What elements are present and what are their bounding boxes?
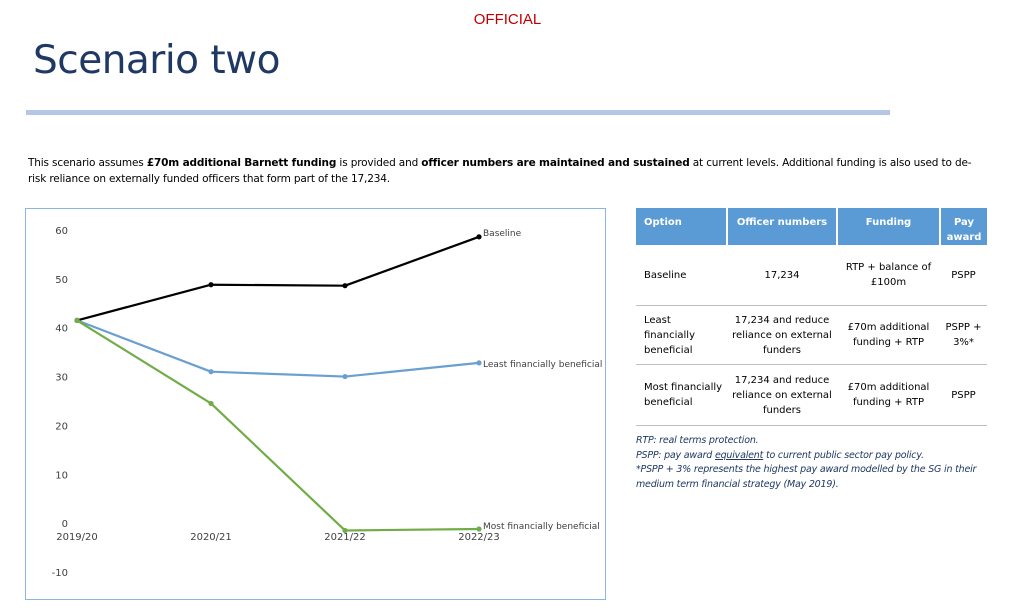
cell-option: Baseline [636,245,727,306]
x-tick-label: 2021/22 [324,532,366,543]
intro-bold-funding: £70m additional Barnett funding [146,157,337,169]
data-point [208,400,214,407]
x-tick-label: 2020/21 [190,532,232,543]
note-rtp: RTP: real terms protection. [636,435,759,446]
data-point [476,526,482,532]
y-tick-label: 20 [55,421,68,432]
options-table-container: Option Officer numbers Funding Pay award… [636,208,987,492]
x-tick-label: 2019/20 [56,532,98,543]
data-point [208,369,214,375]
cell-pay-award: PSPP [940,245,987,306]
y-tick-label: 60 [55,226,68,237]
y-tick-label: 40 [55,324,68,335]
page-title: Scenario two [33,38,281,83]
intro-text-2: is provided and [336,157,422,169]
header-funding: Funding [837,208,941,245]
intro-paragraph: This scenario assumes £70m additional Ba… [28,155,988,187]
cell-officer-numbers: 17,234 and reduce reliance on external f… [727,364,837,426]
note-pspp-plus-3: *PSPP + 3% represents the highest pay aw… [636,464,977,490]
data-point [476,360,482,366]
table-row: Baseline 17,234 RTP + balance of £100m P… [636,245,987,306]
cell-pay-award: PSPP + 3%* [940,305,987,365]
table-header-row: Option Officer numbers Funding Pay award [636,208,987,245]
header-option: Option [636,208,728,245]
data-point [342,283,348,289]
cell-officer-numbers: 17,234 and reduce reliance on external f… [727,305,837,365]
y-tick-label: 0 [62,519,68,530]
header-pay-award: Pay award [940,208,987,245]
chart-canvas: Deficit (£m)6050403020100-102019/202020/… [52,226,603,579]
intro-text-3: at current levels. Additional funding is… [28,157,972,185]
table-notes: RTP: real terms protection. PSPP: pay aw… [636,434,987,492]
y-tick-label: 50 [55,275,68,286]
series-line [76,235,480,322]
note-pspp-c: to current public sector pay policy. [763,449,924,461]
series-line [76,319,480,532]
intro-text-1: This scenario assumes [28,157,147,169]
cell-option: Least financially beneficial [636,305,727,365]
cell-funding: £70m additional funding + RTP [837,305,940,365]
series-label: Most financially beneficial [483,522,600,532]
cell-pay-award: PSPP [940,364,987,426]
data-point [74,317,80,323]
cell-funding: £70m additional funding + RTP [837,364,940,426]
title-divider [26,110,890,115]
header-officer-numbers: Officer numbers [727,208,838,245]
table-row: Least financially beneficial 17,234 and … [636,305,987,365]
classification-label: OFFICIAL [473,11,542,28]
cell-funding: RTP + balance of £100m [837,245,940,306]
series-line [76,319,480,378]
series-label: Least financially beneficial [483,360,602,370]
y-tick-label: 10 [55,470,68,481]
data-point [208,282,214,288]
y-tick-label: 30 [55,373,68,384]
series-label: Baseline [483,229,522,239]
data-point [342,373,348,380]
cell-officer-numbers: 17,234 [727,245,837,306]
table-row: Most financially beneficial 17,234 and r… [636,364,987,426]
deficit-chart: Deficit (£m)6050403020100-102019/202020/… [25,208,606,600]
note-pspp-equivalent: equivalent [714,449,764,461]
intro-bold-officers: officer numbers are maintained and susta… [421,157,690,169]
note-pspp-a: PSPP: pay award [636,449,715,461]
data-point [342,527,348,534]
note-pspp: PSPP: pay award equivalent to current pu… [636,449,987,464]
x-tick-label: 2022/23 [458,532,500,543]
options-table: Option Officer numbers Funding Pay award… [636,208,987,426]
data-point [476,234,482,240]
cell-option: Most financially beneficial [636,364,727,426]
y-tick-label: -10 [52,568,68,579]
